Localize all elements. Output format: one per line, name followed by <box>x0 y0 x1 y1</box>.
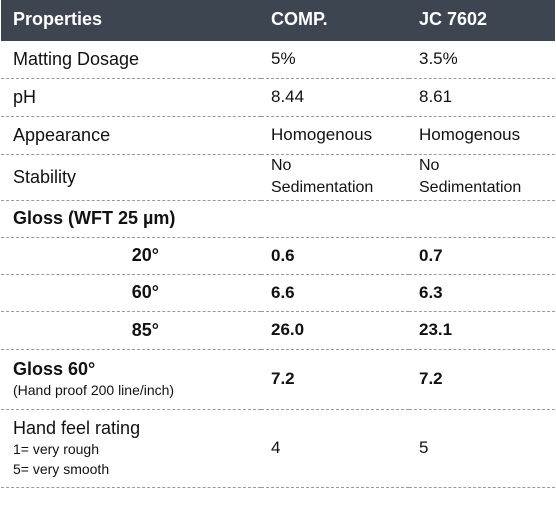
comp-gloss-60-hand-proof: 7.2 <box>261 349 409 410</box>
gloss-60-note: (Hand proof 200 line/inch) <box>13 381 175 398</box>
label-matting-dosage: Matting Dosage <box>1 40 261 79</box>
comp-gloss-85: 26.0 <box>261 311 409 350</box>
row-gloss-85: 85° 26.0 23.1 <box>1 311 555 350</box>
comp-matting-dosage: 5% <box>261 40 409 79</box>
comp-appearance: Homogenous <box>261 116 409 155</box>
comp-gloss-60: 6.6 <box>261 274 409 312</box>
row-gloss-wft: Gloss (WFT 25 µm) <box>1 200 555 238</box>
comp-ph: 8.44 <box>261 78 409 117</box>
row-gloss-60: 60° 6.6 6.3 <box>1 274 555 312</box>
label-gloss-60-hand-proof: Gloss 60° (Hand proof 200 line/inch) <box>1 349 261 410</box>
row-gloss-60-hand-proof: Gloss 60° (Hand proof 200 line/inch) 7.2… <box>1 349 555 410</box>
hand-feel-title: Hand feel rating <box>13 417 141 438</box>
jc-gloss-wft-empty <box>409 200 555 238</box>
comp-gloss-20: 0.6 <box>261 237 409 275</box>
label-stability: Stability <box>1 154 261 201</box>
jc-gloss-85: 23.1 <box>409 311 555 350</box>
label-gloss-20: 20° <box>1 237 261 275</box>
row-stability: Stability No Sedimentation No Sedimentat… <box>1 154 555 201</box>
label-gloss-wft: Gloss (WFT 25 µm) <box>1 200 261 238</box>
jc-matting-dosage: 3.5% <box>409 40 555 79</box>
header-row: Properties COMP. JC 7602 <box>1 0 555 41</box>
hand-feel-note2: 5= very smooth <box>13 460 110 477</box>
label-appearance: Appearance <box>1 116 261 155</box>
label-ph: pH <box>1 78 261 117</box>
properties-table: Properties COMP. JC 7602 Matting Dosage … <box>1 0 555 488</box>
gloss-60-title: Gloss 60° <box>13 358 96 379</box>
hand-feel-note1: 1= very rough <box>13 440 99 457</box>
label-hand-feel: Hand feel rating 1= very rough 5= very s… <box>1 409 261 488</box>
jc-ph: 8.61 <box>409 78 555 117</box>
row-matting-dosage: Matting Dosage 5% 3.5% <box>1 40 555 79</box>
label-gloss-60: 60° <box>1 274 261 312</box>
jc-stability-line1: No <box>419 157 440 174</box>
comp-stability: No Sedimentation <box>261 154 409 201</box>
comp-gloss-wft-empty <box>261 200 409 238</box>
row-appearance: Appearance Homogenous Homogenous <box>1 116 555 155</box>
row-gloss-20: 20° 0.6 0.7 <box>1 237 555 275</box>
header-properties: Properties <box>1 0 261 41</box>
jc-stability: No Sedimentation <box>409 154 555 201</box>
header-jc7602: JC 7602 <box>409 0 555 41</box>
header-comp: COMP. <box>261 0 409 41</box>
label-gloss-85: 85° <box>1 311 261 350</box>
row-ph: pH 8.44 8.61 <box>1 78 555 117</box>
jc-gloss-60: 6.3 <box>409 274 555 312</box>
jc-gloss-60-hand-proof: 7.2 <box>409 349 555 410</box>
comp-hand-feel: 4 <box>261 409 409 488</box>
row-hand-feel: Hand feel rating 1= very rough 5= very s… <box>1 409 555 488</box>
jc-appearance: Homogenous <box>409 116 555 155</box>
jc-hand-feel: 5 <box>409 409 555 488</box>
jc-gloss-20: 0.7 <box>409 237 555 275</box>
comp-stability-line1: No <box>271 157 292 174</box>
comp-stability-line2: Sedimentation <box>271 179 374 196</box>
jc-stability-line2: Sedimentation <box>419 179 522 196</box>
